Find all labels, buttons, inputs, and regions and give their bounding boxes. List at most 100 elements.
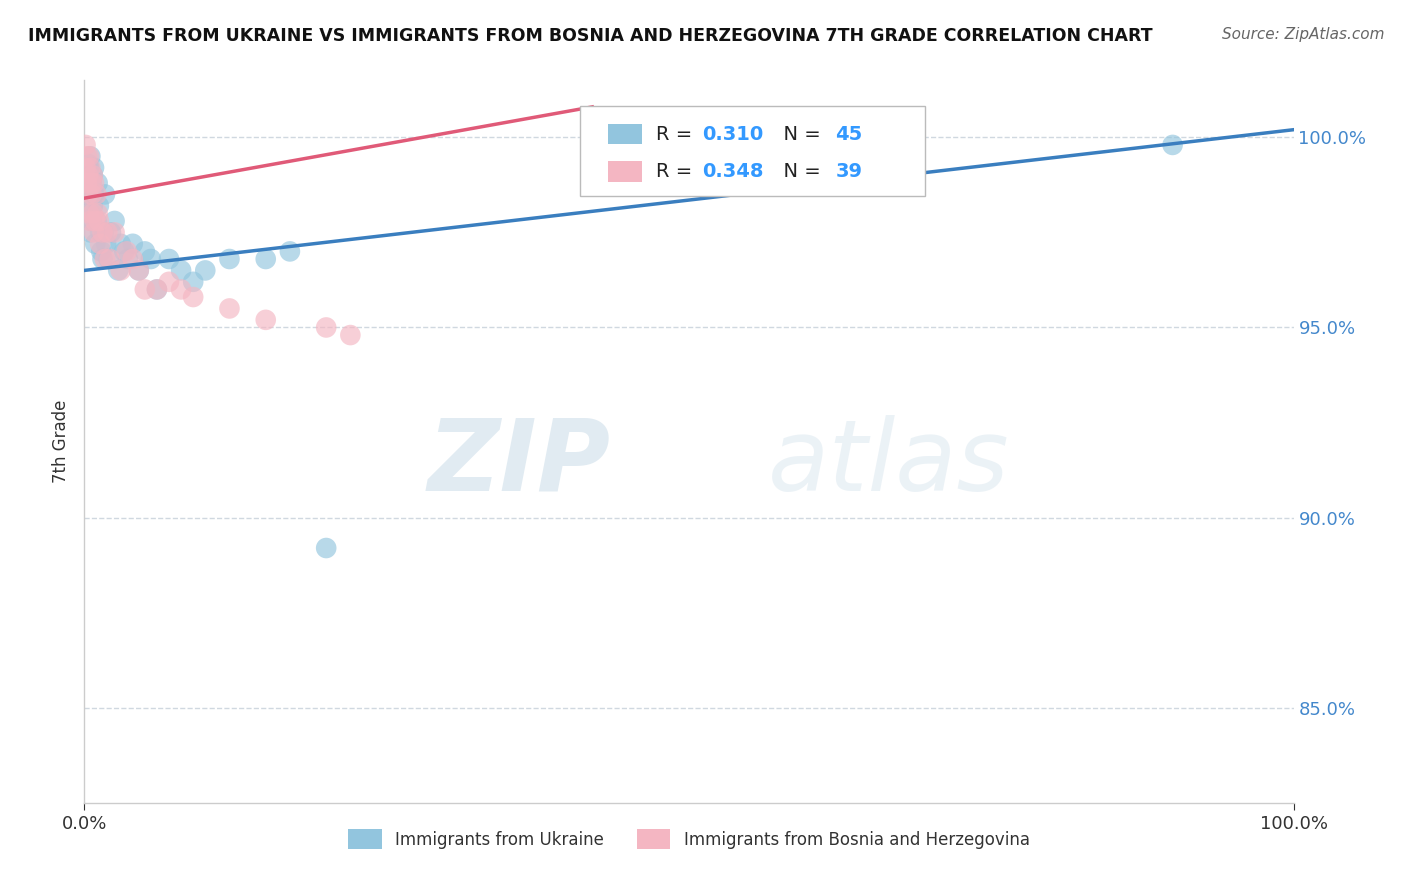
Point (218, 301, 240, 316)
Point (82, 169, 104, 183)
Text: 0.310: 0.310 (702, 125, 763, 144)
Point (84, 214, 107, 228)
Point (76, 149, 98, 163)
Point (86, 206, 108, 220)
Point (77, 157, 100, 171)
Text: N =: N = (770, 125, 827, 144)
Point (83, 176, 105, 190)
Point (75, 161, 97, 175)
Text: atlas: atlas (768, 415, 1010, 512)
Point (112, 244, 135, 259)
Point (79, 214, 101, 228)
Point (134, 282, 156, 296)
Text: 39: 39 (835, 162, 862, 181)
Point (100, 226, 122, 240)
Point (87, 199, 110, 213)
Point (98, 252, 121, 266)
Point (104, 226, 127, 240)
Point (93, 226, 115, 240)
Text: IMMIGRANTS FROM UKRAINE VS IMMIGRANTS FROM BOSNIA AND HERZEGOVINA 7TH GRADE CORR: IMMIGRANTS FROM UKRAINE VS IMMIGRANTS FR… (28, 27, 1153, 45)
Point (128, 263, 150, 277)
Point (89, 236, 111, 251)
Point (128, 263, 150, 277)
Point (79, 161, 101, 175)
Text: N =: N = (770, 162, 827, 181)
Point (77, 161, 100, 175)
Point (315, 541, 337, 555)
Point (83, 226, 105, 240)
Point (218, 252, 240, 266)
Point (94, 252, 117, 266)
Legend: Immigrants from Ukraine, Immigrants from Bosnia and Herzegovina: Immigrants from Ukraine, Immigrants from… (342, 822, 1036, 856)
Point (79, 149, 101, 163)
Point (83, 187, 105, 202)
Point (94, 187, 117, 202)
Point (86, 176, 108, 190)
Point (170, 282, 193, 296)
Point (89, 226, 111, 240)
Point (80, 176, 103, 190)
Point (170, 263, 193, 277)
Point (87, 214, 110, 228)
Point (86, 187, 108, 202)
Text: R =: R = (657, 162, 699, 181)
Point (97, 252, 120, 266)
Point (82, 169, 104, 183)
Point (80, 176, 103, 190)
Point (96, 226, 118, 240)
FancyBboxPatch shape (581, 105, 925, 196)
Text: R =: R = (657, 125, 699, 144)
Point (110, 236, 132, 251)
Point (86, 214, 108, 228)
Point (90, 244, 112, 259)
Point (76, 187, 98, 202)
Text: Source: ZipAtlas.com: Source: ZipAtlas.com (1222, 27, 1385, 42)
Point (82, 206, 104, 220)
Point (77, 179, 100, 194)
Point (91, 226, 114, 240)
Point (254, 252, 277, 266)
Point (77, 206, 100, 220)
Point (146, 282, 169, 296)
Point (104, 214, 127, 228)
Point (84, 236, 107, 251)
Point (110, 263, 132, 277)
Point (121, 252, 143, 266)
Point (107, 263, 129, 277)
FancyBboxPatch shape (607, 161, 641, 182)
Point (80, 187, 103, 202)
Point (79, 226, 101, 240)
Point (139, 252, 162, 266)
Point (121, 236, 143, 251)
Text: ZIP: ZIP (427, 415, 610, 512)
Point (1161, 137, 1184, 152)
Point (181, 290, 204, 304)
Point (77, 169, 100, 183)
Point (82, 199, 104, 213)
Point (94, 236, 117, 251)
Point (194, 263, 217, 277)
Point (157, 275, 180, 289)
Point (315, 320, 337, 334)
Y-axis label: 7th Grade: 7th Grade (52, 400, 70, 483)
Point (157, 252, 180, 266)
FancyBboxPatch shape (607, 124, 641, 145)
Point (117, 252, 139, 266)
Point (146, 282, 169, 296)
Point (115, 244, 138, 259)
Text: 45: 45 (835, 125, 862, 144)
Point (75, 137, 97, 152)
Point (278, 244, 301, 259)
Point (91, 252, 114, 266)
Point (77, 149, 100, 163)
Point (254, 313, 277, 327)
Point (83, 161, 105, 175)
Point (339, 328, 361, 343)
Point (77, 206, 100, 220)
Point (75, 169, 97, 183)
Point (134, 244, 156, 259)
Point (76, 176, 98, 190)
Point (80, 214, 103, 228)
Point (181, 275, 204, 289)
Point (77, 187, 100, 202)
